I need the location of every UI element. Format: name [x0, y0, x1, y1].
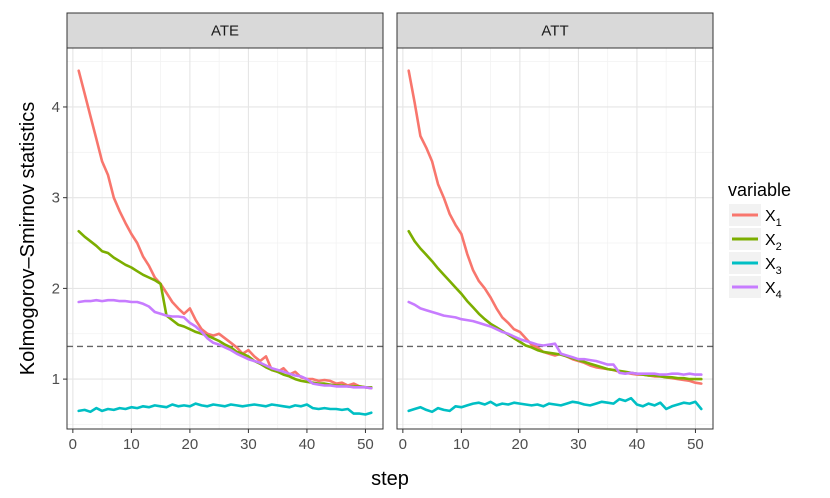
y-axis-title: Kolmogorov–Smirnov statistics [17, 102, 39, 375]
y-tick-label: 4 [52, 99, 60, 116]
strip-background [396, 12, 714, 49]
legend: variable X1 X2 X3 X4 [728, 180, 791, 301]
legend-label-subscript: 2 [776, 241, 782, 253]
series-line-x3 [77, 402, 373, 416]
y-tick-label: 2 [52, 280, 60, 297]
panel-att: ATT [396, 12, 714, 430]
x-tick-label: 40 [299, 436, 316, 453]
axes: 0 10 20 30 40 50 0 10 20 30 40 50 1 2 3 4 step Kolmogorov… [17, 99, 704, 490]
legend-title: variable [728, 180, 791, 200]
legend-label-x1: X1 [765, 208, 782, 229]
legend-label-x2: X2 [765, 232, 782, 253]
panel-border [396, 47, 714, 430]
x-tick-label: 20 [182, 436, 199, 453]
legend-label-subscript: 3 [776, 265, 782, 277]
x-tick-label: 10 [453, 436, 470, 453]
x-tick-label: 40 [629, 436, 646, 453]
strip-label-ate: ATE [211, 23, 239, 40]
x-axis-title: step [371, 468, 409, 490]
legend-label-subscript: 1 [776, 217, 782, 229]
strip-label-att: ATT [541, 23, 568, 40]
x-tick-label: 30 [570, 436, 587, 453]
legend-label-x3: X3 [765, 256, 782, 277]
legend-label-subscript: 4 [776, 289, 782, 301]
x-tick-label: 50 [687, 436, 704, 453]
y-tick-label: 3 [52, 190, 60, 207]
panel-border [66, 47, 384, 430]
legend-label-x4: X4 [765, 280, 782, 301]
series-line-x4 [77, 298, 373, 390]
x-tick-label: 20 [512, 436, 529, 453]
series-line-x4 [407, 300, 703, 376]
series-line-x3 [407, 396, 703, 414]
facet-panels: ATE ATT [66, 12, 714, 430]
series-line-x1 [77, 69, 373, 390]
x-tick-label: 50 [357, 436, 374, 453]
x-tick-label: 0 [399, 436, 407, 453]
x-tick-label: 10 [123, 436, 140, 453]
panel-ate: ATE [66, 12, 384, 430]
x-tick-label: 30 [240, 436, 257, 453]
series-line-x2 [77, 229, 373, 389]
plot-background [67, 48, 383, 429]
strip-background [66, 12, 384, 49]
plot-background [397, 48, 713, 429]
x-tick-label: 0 [69, 436, 77, 453]
series-line-x2 [407, 229, 703, 381]
y-tick-label: 1 [52, 371, 60, 388]
